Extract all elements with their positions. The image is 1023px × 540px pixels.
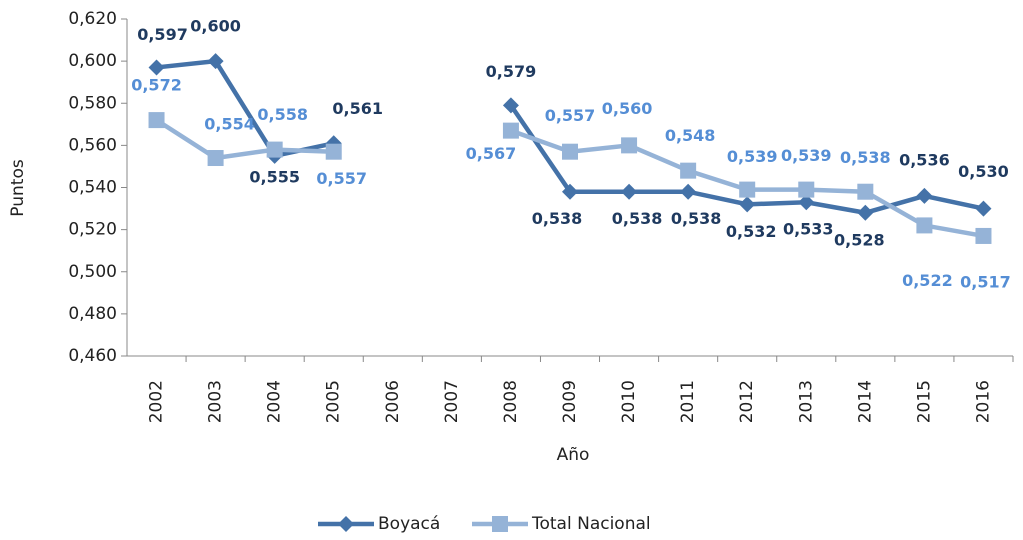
legend-label: Boyacá <box>378 514 440 534</box>
x-tick-label: 2007 <box>442 380 462 423</box>
y-tick-label: 0,460 <box>68 346 117 366</box>
x-tick-label: 2005 <box>324 380 344 423</box>
x-tick-label: 2015 <box>914 380 934 423</box>
data-label: 0,517 <box>960 272 1011 291</box>
data-label: 0,536 <box>899 150 950 169</box>
y-tick-label: 0,480 <box>68 304 117 324</box>
data-point <box>739 181 756 198</box>
data-label: 0,567 <box>466 144 517 163</box>
x-tick-label: 2010 <box>619 380 639 423</box>
x-tick-label: 2013 <box>796 380 816 423</box>
x-tick-label: 2016 <box>973 380 993 423</box>
data-label: 0,555 <box>249 167 300 186</box>
y-tick-label: 0,520 <box>68 220 117 240</box>
data-point <box>207 53 224 70</box>
data-label: 0,554 <box>204 115 255 134</box>
x-tick-label: 2003 <box>206 380 226 423</box>
x-tick-label: 2006 <box>383 380 403 423</box>
data-label: 0,522 <box>902 271 953 290</box>
data-label: 0,533 <box>783 220 834 239</box>
data-point <box>207 150 224 167</box>
data-label: 0,528 <box>834 230 885 249</box>
legend-marker <box>492 516 508 532</box>
data-label: 0,558 <box>257 105 308 124</box>
data-point <box>621 183 638 200</box>
series-line <box>155 118 334 161</box>
x-tick-label: 2004 <box>265 380 285 423</box>
data-point <box>148 59 165 76</box>
x-tick-label: 2011 <box>678 380 698 423</box>
data-point <box>562 143 578 160</box>
x-tick-label: 2002 <box>147 380 167 423</box>
x-tick-label: 2008 <box>501 380 521 423</box>
data-label: 0,572 <box>131 76 182 95</box>
y-tick-label: 0,600 <box>68 51 117 71</box>
y-tick-label: 0,620 <box>68 9 117 29</box>
y-tick-label: 0,580 <box>68 93 117 113</box>
y-tick-label: 0,500 <box>68 262 117 282</box>
data-label: 0,538 <box>840 148 891 167</box>
x-tick-label: 2012 <box>737 380 757 423</box>
data-label: 0,597 <box>137 25 188 44</box>
data-label: 0,579 <box>486 62 537 81</box>
data-point <box>857 183 874 200</box>
data-label: 0,538 <box>532 209 583 228</box>
data-label: 0,600 <box>190 17 241 36</box>
data-point <box>975 227 992 244</box>
legend-label: Total Nacional <box>531 514 651 534</box>
data-label: 0,539 <box>727 147 778 166</box>
data-label: 0,560 <box>602 99 653 118</box>
data-label: 0,548 <box>665 126 716 145</box>
x-tick-label: 2009 <box>560 380 580 423</box>
y-tick-label: 0,560 <box>68 135 117 155</box>
data-point <box>502 97 519 114</box>
data-label: 0,557 <box>316 169 367 188</box>
x-axis-title: Año <box>557 445 590 465</box>
data-label: 0,538 <box>671 209 722 228</box>
data-point <box>680 162 697 179</box>
data-point <box>562 183 578 200</box>
data-point <box>798 194 815 211</box>
data-label: 0,557 <box>545 106 596 125</box>
data-point <box>798 181 815 198</box>
data-point <box>916 187 933 204</box>
data-point <box>739 196 756 213</box>
data-label: 0,532 <box>726 222 777 241</box>
data-point <box>266 141 283 158</box>
y-tick-label: 0,540 <box>68 178 117 198</box>
x-tick-label: 2014 <box>855 380 875 423</box>
data-point <box>680 183 697 200</box>
data-label: 0,538 <box>612 209 663 228</box>
data-point <box>502 122 519 139</box>
data-label: 0,530 <box>958 162 1009 181</box>
data-label: 0,561 <box>332 99 383 118</box>
y-axis-title: Puntos <box>8 159 28 217</box>
legend-marker <box>338 516 354 532</box>
data-point <box>621 137 638 154</box>
data-point <box>975 200 992 217</box>
data-point <box>148 112 165 129</box>
data-label: 0,539 <box>781 146 832 165</box>
data-point <box>857 204 874 221</box>
data-point <box>325 143 342 160</box>
data-point <box>916 217 933 234</box>
